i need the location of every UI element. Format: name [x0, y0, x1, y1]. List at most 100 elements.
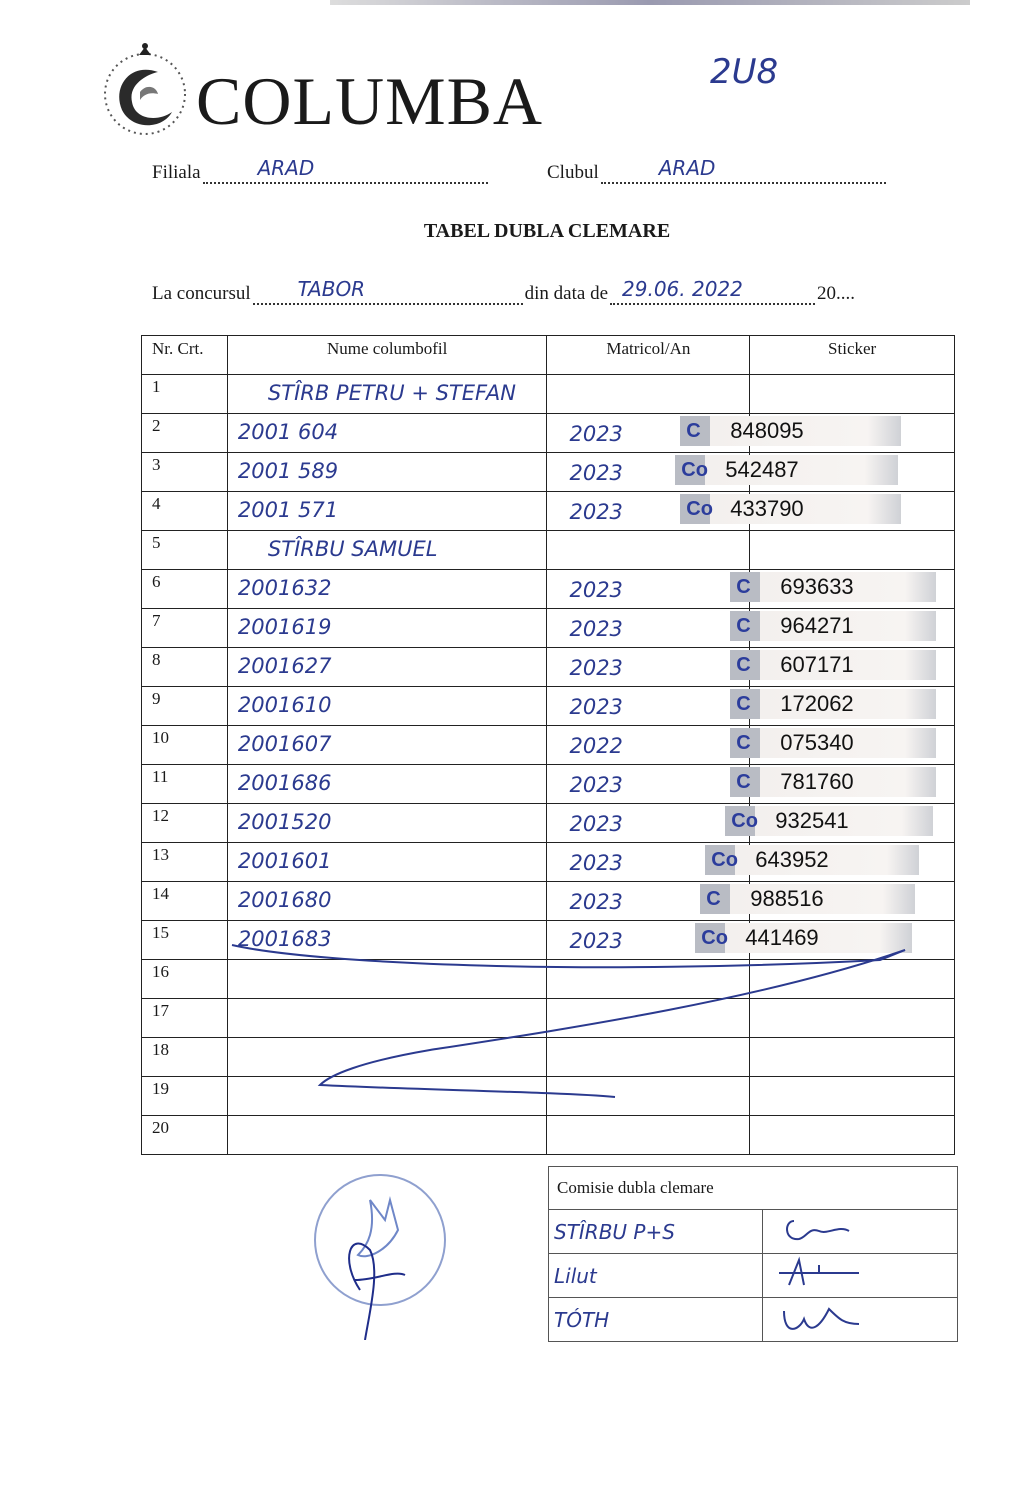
signature-icon — [786, 1220, 850, 1241]
sticker-number: 848095 — [730, 418, 804, 443]
ring-year: 2023 — [569, 929, 623, 953]
filiala-input: ARAD — [202, 152, 488, 184]
row-number: 8 — [141, 647, 228, 687]
club-stamp-icon — [314, 1174, 446, 1340]
commission-member: Lilut — [554, 1263, 597, 1288]
signature-icon — [779, 1256, 860, 1286]
table-row: 15 2001683 2023 Co 441469 — [141, 920, 955, 960]
row-number: 19 — [141, 1076, 228, 1116]
fancier-name: 2001680 — [237, 888, 332, 912]
columba-logo-icon — [104, 43, 186, 135]
scan-edge — [330, 0, 970, 5]
sticker-label: C 781760 — [730, 767, 937, 797]
row-number: 1 — [141, 374, 228, 414]
ring-year: 2023 — [569, 617, 623, 641]
fancier-name: 2001686 — [237, 771, 332, 795]
date-label: din data de — [524, 283, 609, 304]
table-row: 8 2001627 2023 C 607171 — [141, 647, 955, 687]
table-row: 5 STÎRBU SAMUEL — [141, 530, 955, 570]
row-number: 2 — [141, 413, 228, 453]
document-title: TABEL DUBLA CLEMARE — [423, 220, 671, 242]
fancier-name: STÎRBU SAMUEL — [267, 537, 438, 561]
row-number: 9 — [141, 686, 228, 726]
clubul-input: ARAD — [600, 152, 886, 184]
commission-row: Lilut — [547, 1253, 958, 1298]
concurs-field: La concursul TABOR din data de 29.06. 20… — [152, 273, 855, 305]
sticker-label: Co 542487 — [675, 455, 898, 485]
row-number: 13 — [141, 842, 228, 882]
row-number: 20 — [141, 1115, 228, 1155]
sticker-label: C 988516 — [700, 884, 916, 914]
sticker-prefix: C — [736, 692, 751, 715]
clubul-field: Clubul ARAD — [547, 152, 888, 184]
commission-title: Comisie dubla clemare — [548, 1166, 958, 1210]
sticker-label: C 172062 — [730, 689, 937, 719]
row-number: 14 — [141, 881, 228, 921]
table-row: 4 2001 571 2023 Co 433790 — [141, 491, 955, 531]
sticker-label: C 075340 — [730, 728, 937, 758]
table-header-row: Nr. Crt. Nume columbofil Matricol/An Sti… — [141, 335, 955, 375]
sticker-prefix: C — [736, 614, 751, 637]
sticker-label: Co 932541 — [725, 806, 933, 836]
table-row: 2 2001 604 2023 C 848095 — [141, 413, 955, 453]
sticker-number: 643952 — [755, 847, 829, 872]
fancier-name: 2001 571 — [237, 498, 339, 522]
sticker-prefix: C — [736, 653, 751, 676]
row-number: 18 — [141, 1037, 228, 1077]
row-number: 3 — [141, 452, 228, 492]
ring-year: 2023 — [569, 500, 623, 524]
sticker-prefix: Co — [711, 848, 738, 871]
row-number: 10 — [141, 725, 228, 765]
filiala-field: Filiala ARAD — [152, 152, 490, 184]
ring-year: 2023 — [569, 422, 623, 446]
signature-icon — [783, 1307, 860, 1330]
sticker-number: 932541 — [775, 808, 849, 833]
sticker-number: 433790 — [730, 496, 804, 521]
sticker-label: C 607171 — [730, 650, 937, 680]
table-row: 3 2001 589 2023 Co 542487 — [141, 452, 955, 492]
ring-year: 2023 — [569, 851, 623, 875]
column-header-nr: Nr. Crt. — [141, 335, 228, 375]
commission-row: TÓTH — [547, 1297, 958, 1342]
sticker-label: C 693633 — [730, 572, 937, 602]
sticker-prefix: Co — [701, 926, 728, 949]
commission-member: TÓTH — [554, 1307, 610, 1332]
table-row: 13 2001601 2023 Co 643952 — [141, 842, 955, 882]
clubul-label: Clubul — [547, 162, 599, 183]
sticker-number: 172062 — [780, 691, 854, 716]
sticker-number: 441469 — [745, 925, 819, 950]
table-row: 11 2001686 2023 C 781760 — [141, 764, 955, 804]
fancier-name: 2001 589 — [237, 459, 339, 483]
table-row: 19 — [141, 1076, 955, 1116]
fancier-name: 2001601 — [237, 849, 332, 873]
commission-table: Comisie dubla clemare STÎRBU P+S Lilut T… — [547, 1166, 958, 1342]
sticker-prefix: C — [736, 770, 751, 793]
fancier-name: STÎRB PETRU + STEFAN — [267, 381, 516, 405]
table-row: 10 2001607 2022 C 075340 — [141, 725, 955, 765]
column-header-sticker: Sticker — [749, 335, 955, 375]
row-number: 7 — [141, 608, 228, 648]
sticker-number: 607171 — [780, 652, 854, 677]
fancier-name: 2001619 — [237, 615, 332, 639]
date-input: 29.06. 2022 — [610, 273, 816, 305]
ring-year: 2023 — [569, 656, 623, 680]
table-row: 18 — [141, 1037, 955, 1077]
filiala-label: Filiala — [152, 162, 201, 183]
row-number: 5 — [141, 530, 228, 570]
row-number: 15 — [141, 920, 228, 960]
sticker-number: 693633 — [780, 574, 854, 599]
sticker-prefix: C — [736, 575, 751, 598]
sticker-prefix: Co — [681, 458, 708, 481]
pigeon-table: Nr. Crt. Nume columbofil Matricol/An Sti… — [141, 335, 955, 1155]
sticker-prefix: C — [686, 419, 701, 442]
column-header-name: Nume columbofil — [226, 335, 548, 375]
sticker-prefix: C — [736, 731, 751, 754]
commission-row: STÎRBU P+S — [547, 1209, 958, 1254]
sticker-label: C 964271 — [730, 611, 937, 641]
sticker-number: 964271 — [780, 613, 854, 638]
clubul-value: ARAD — [658, 156, 716, 180]
table-row: 1 STÎRB PETRU + STEFAN — [141, 374, 955, 414]
concurs-input: TABOR — [252, 273, 523, 305]
table-row: 16 — [141, 959, 955, 999]
row-number: 12 — [141, 803, 228, 843]
